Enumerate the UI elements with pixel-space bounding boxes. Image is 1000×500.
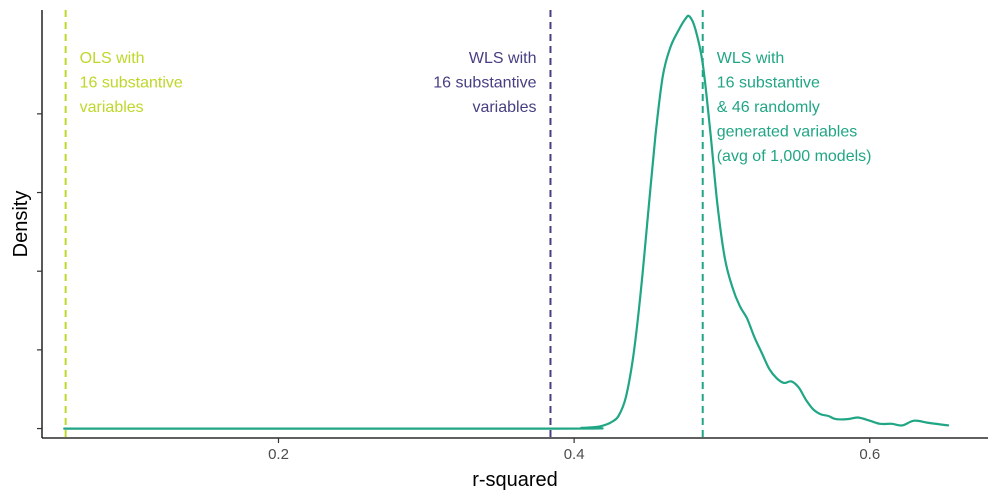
x-tick-label-1: 0.2 bbox=[268, 446, 289, 463]
x-ticks-layer: 0.2 0.4 0.6 bbox=[268, 438, 880, 463]
annotation-3-line-1: WLS with bbox=[717, 50, 785, 67]
annotation-3-line-2: 16 substantive bbox=[717, 75, 820, 92]
x-axis-title: r-squared bbox=[472, 469, 558, 491]
annotation-1-line-3: variables bbox=[80, 99, 144, 116]
annotation-1-line-1: OLS with bbox=[80, 50, 145, 67]
annotation-2-line-3: variables bbox=[472, 99, 536, 116]
y-axis-title: Density bbox=[10, 191, 32, 258]
annotation-2-line-1: WLS with bbox=[469, 50, 537, 67]
x-tick-label-3: 0.6 bbox=[859, 446, 880, 463]
y-ticks-layer bbox=[37, 113, 42, 430]
density-layer bbox=[63, 14, 950, 430]
x-tick-label-2: 0.4 bbox=[564, 446, 585, 463]
annotation-3-line-4: generated variables bbox=[717, 124, 858, 141]
density-curve-1 bbox=[63, 14, 950, 430]
annotation-2-line-2: 16 substantive bbox=[433, 75, 536, 92]
annotation-3-line-5: (avg of 1,000 models) bbox=[717, 148, 872, 165]
annotation-3-line-3: & 46 randomly bbox=[717, 99, 820, 116]
annotation-1-line-2: 16 substantive bbox=[80, 75, 183, 92]
annotations-layer: OLS with 16 substantive variables WLS with 1… bbox=[80, 50, 872, 165]
